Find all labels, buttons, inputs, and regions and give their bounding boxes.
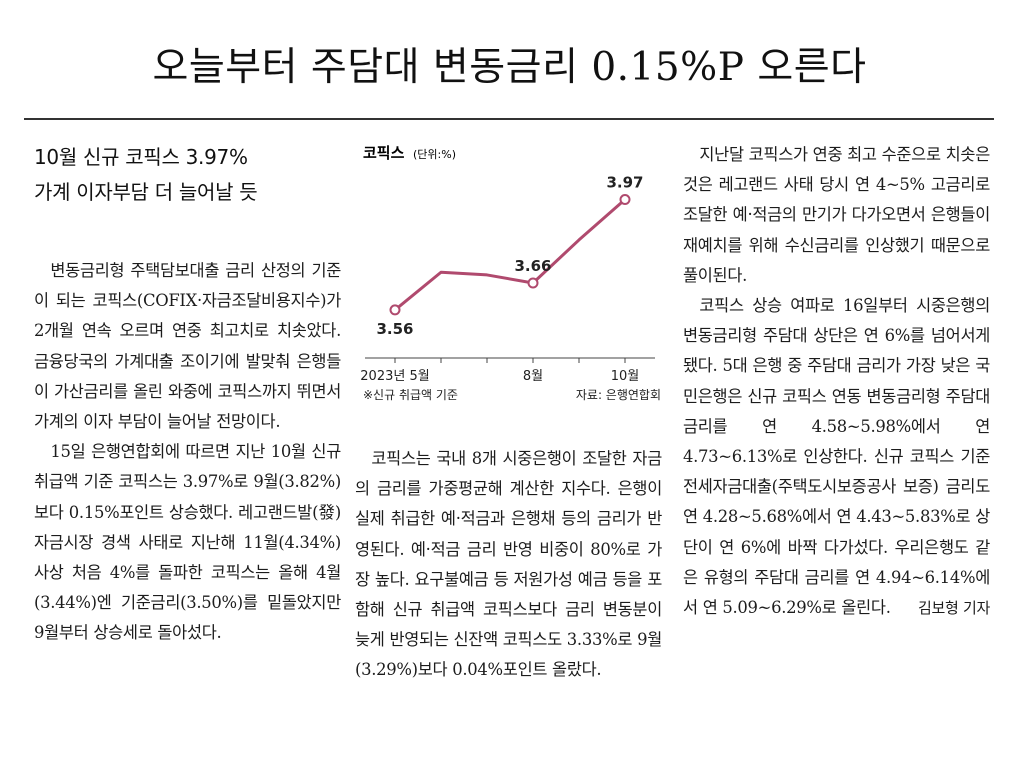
middle-column: 코픽스는 국내 8개 시중은행이 조달한 자금의 금리를 가중평균해 계산한 지… xyxy=(355,444,662,686)
paragraph-text: 코픽스 상승 여파로 16일부터 시중은행의 변동금리형 주담대 상단은 연 6… xyxy=(683,296,990,618)
chart-unit: (단위:%) xyxy=(413,148,456,161)
paragraph: 지난달 코픽스가 연중 최고 수준으로 치솟은 것은 레고랜드 사태 당시 연 … xyxy=(683,145,990,285)
paragraph: 변동금리형 주택담보대출 금리 산정의 기준이 되는 코픽스(COFIX·자금조… xyxy=(34,261,341,432)
data-point xyxy=(389,304,401,316)
data-label: 3.56 xyxy=(376,320,413,338)
x-tick-label: 2023년 5월 xyxy=(360,369,429,384)
byline: 김보형 기자 xyxy=(918,599,990,618)
left-column: 10월 신규 코픽스 3.97% 가계 이자부담 더 늘어날 듯 변동금리형 주… xyxy=(34,140,341,649)
data-point xyxy=(619,194,631,206)
x-tick-label: 8월 xyxy=(523,369,543,384)
x-tick-label: 10월 xyxy=(611,369,640,384)
paragraph: 15일 은행연합회에 따르면 지난 10월 신규 취급액 기준 코픽스는 3.9… xyxy=(34,442,341,643)
data-point xyxy=(527,277,539,289)
chart-svg: 코픽스 (단위:%) 3.56 2023년 5월 3.66 8월 3.97 10월 xyxy=(360,144,655,384)
chart-plot-area: 3.56 2023년 5월 3.66 8월 3.97 10월 xyxy=(360,174,655,384)
headline: 오늘부터 주담대 변동금리 0.15%P 오른다 xyxy=(152,45,867,90)
chart-note: ※신규 취급액 기준 xyxy=(363,388,458,402)
subhead-line-1: 10월 신규 코픽스 3.97% xyxy=(34,145,248,169)
chart-title: 코픽스 xyxy=(363,144,405,162)
data-label: 3.97 xyxy=(606,174,643,192)
series-line xyxy=(394,198,626,312)
subhead: 10월 신규 코픽스 3.97% 가계 이자부담 더 늘어날 듯 xyxy=(34,140,341,210)
right-column: 지난달 코픽스가 연중 최고 수준으로 치솟은 것은 레고랜드 사태 당시 연 … xyxy=(683,140,990,623)
paragraph: 코픽스는 국내 8개 시중은행이 조달한 자금의 금리를 가중평균해 계산한 지… xyxy=(355,449,662,680)
chart-source: 자료: 은행연합회 xyxy=(575,388,661,402)
cofix-chart: 코픽스 (단위:%) 3.56 2023년 5월 3.66 8월 3.97 10월 ※신규… xyxy=(355,138,665,418)
data-label: 3.66 xyxy=(514,257,551,275)
subhead-line-2: 가계 이자부담 더 늘어날 듯 xyxy=(34,180,258,204)
paragraph: 코픽스 상승 여파로 16일부터 시중은행의 변동금리형 주담대 상단은 연 6… xyxy=(683,291,990,623)
chart-footer: ※신규 취급액 기준 자료: 은행연합회 xyxy=(363,386,661,403)
headline-rule xyxy=(24,118,994,120)
